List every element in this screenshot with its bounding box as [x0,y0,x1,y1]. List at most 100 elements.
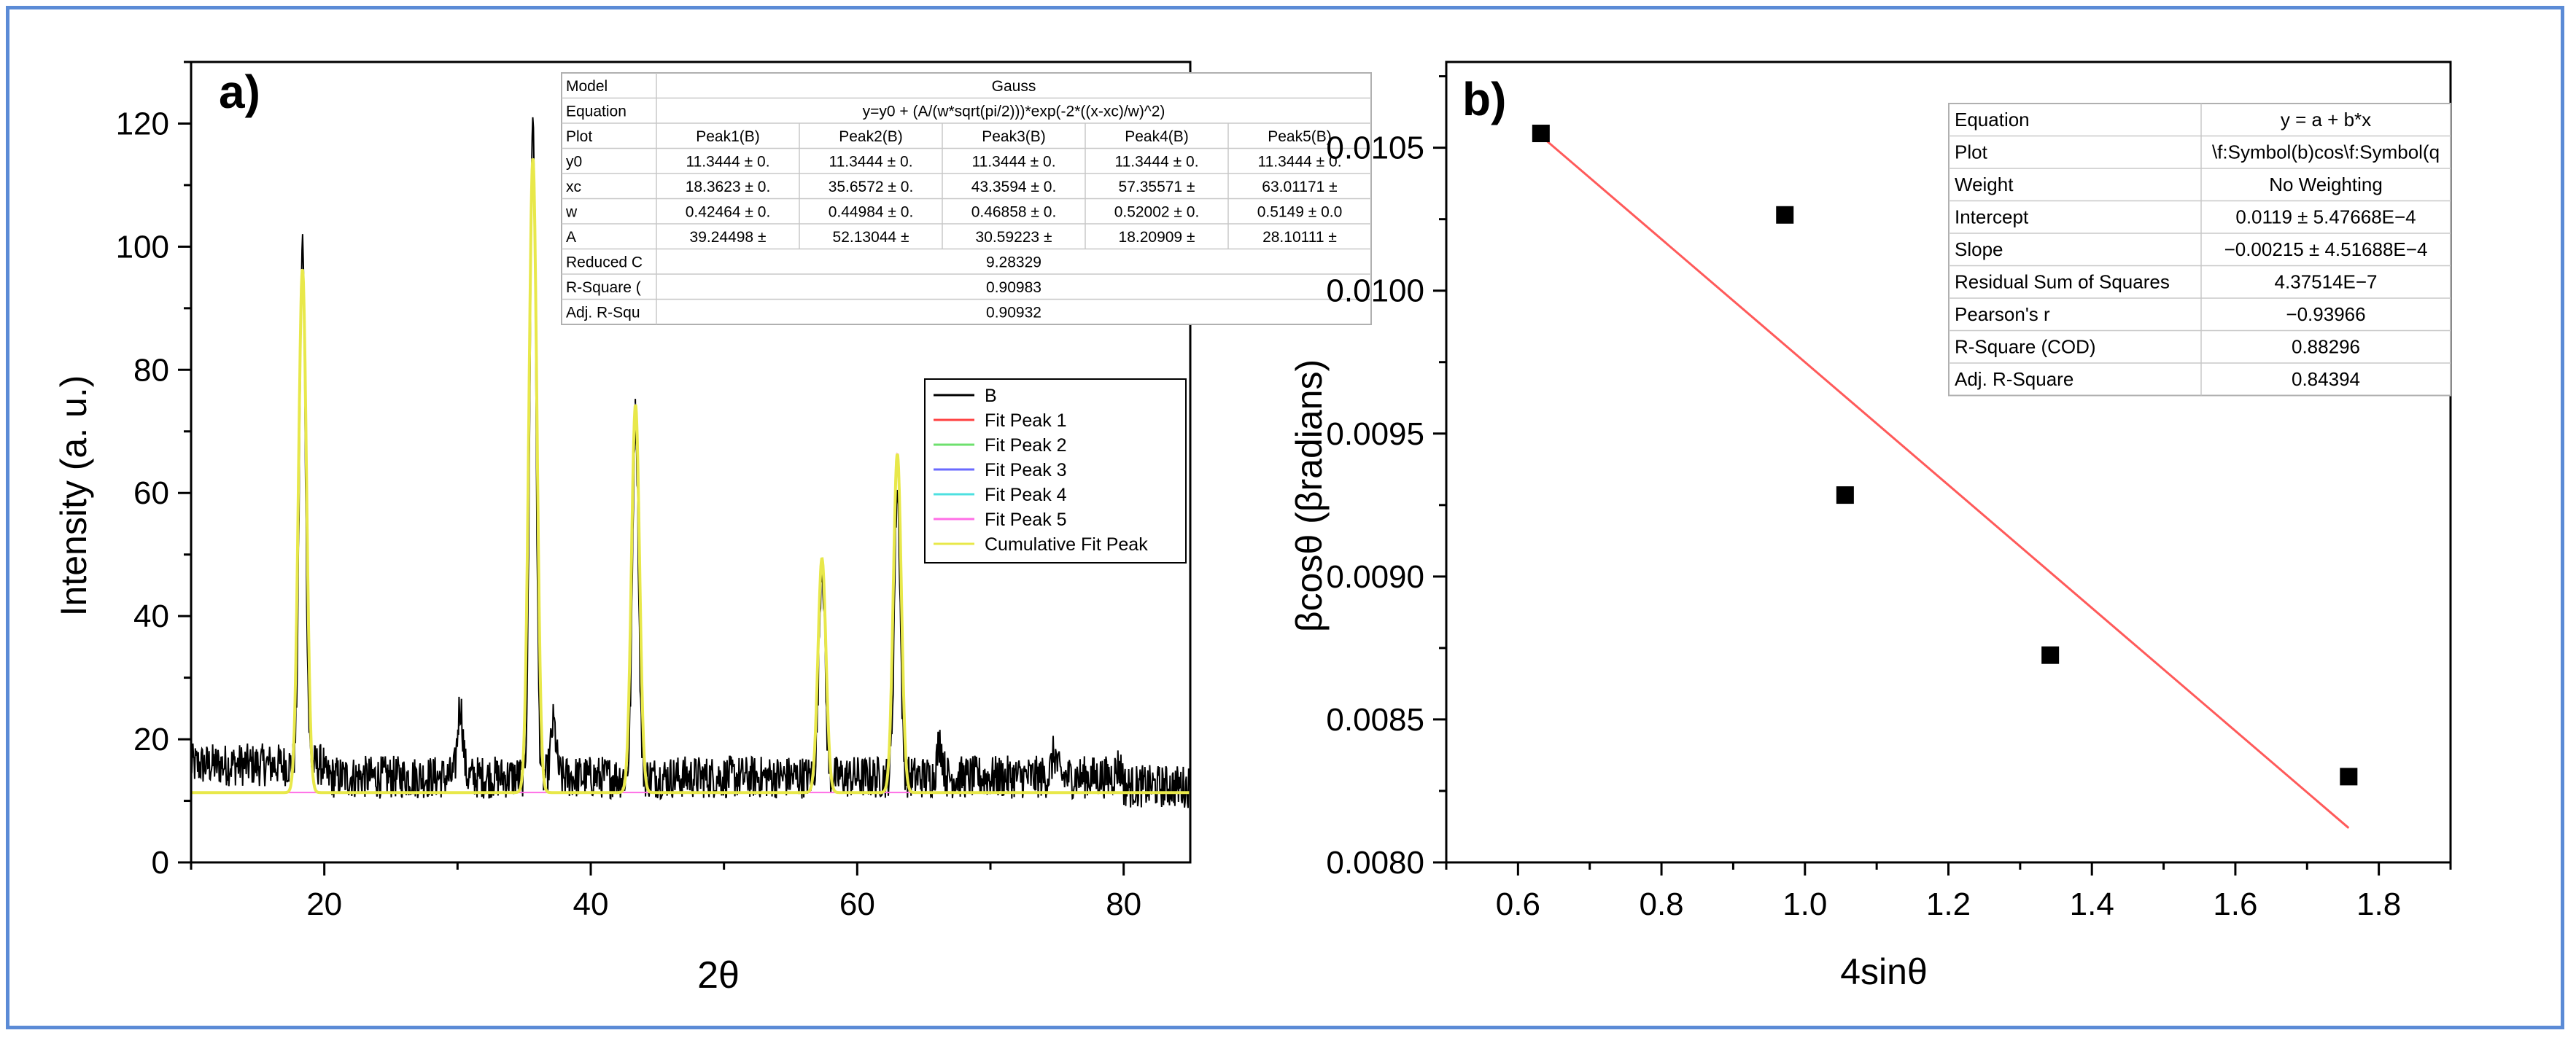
fit-table-cell: −0.00215 ± 4.51688E−4 [2224,238,2428,260]
panel-b-plot-area [1532,125,2358,829]
fit-table-cell: 0.52002 ± 0. [1114,204,1200,221]
x-tick-label: 60 [839,886,875,922]
fit-table-cell: Intercept [1955,206,2029,228]
data-point [1776,206,1794,224]
data-point [2041,646,2060,664]
panel-a-y-axis-label: Intensity (a. u.) [53,375,94,617]
y-tick-label: 0.0085 [1326,702,1424,738]
panel-b-y-axis-label: βcosθ (βradians) [1289,359,1330,632]
fit-table-cell: Adj. R-Squ [566,305,640,321]
panel-a-label: a) [219,66,260,118]
legend-label: Cumulative Fit Peak [985,534,1148,555]
fit-table-cell: 18.20909 ± [1119,229,1195,246]
y-tick-label: 20 [133,722,169,757]
fit-table-cell: 9.28329 [986,254,1041,271]
fit-table-cell: 18.3623 ± 0. [686,179,771,195]
y-tick-label: 80 [133,352,169,388]
fit-peak-1-line [269,269,336,794]
panel-b-x-axis-label: 4sinθ [1840,951,1928,992]
x-tick-label: 1.6 [2213,886,2257,922]
y-tick-label: 120 [116,106,169,141]
fit-table-cell: 11.3444 ± 0. [829,154,912,171]
data-point [2340,768,2358,786]
fit-table-cell: 0.5149 ± 0.0 [1257,204,1343,221]
x-tick-label: 1.2 [1926,886,1971,922]
fit-table-cell: 0.84394 [2292,368,2360,390]
data-point [1836,486,1854,504]
fit-table-cell: 0.44984 ± 0. [829,204,914,221]
fit-table-cell: R-Square ( [566,279,641,296]
legend-label: Fit Peak 3 [985,460,1067,480]
linear-fit-line [1540,135,2350,829]
fit-table-cell: Model [566,78,608,95]
y-tick-label: 0.0100 [1326,273,1424,309]
fit-table-cell: Peak2(B) [839,128,903,145]
fit-table-cell: Equation [1955,109,2030,130]
fit-table-cell: Peak1(B) [696,128,760,145]
fit-peak-4-line [788,557,856,794]
fit-table-cell: Plot [566,128,592,145]
fit-table-cell: 28.10111 ± [1262,229,1337,246]
panel-a-x-axis-label: 2θ [697,954,740,997]
fit-table-cell: Slope [1955,238,2003,260]
fit-table-cell: Adj. R-Square [1955,368,2073,390]
panel-a-plot-area [190,117,1191,808]
y-tick-label: 0.0080 [1326,845,1424,881]
x-tick-label: 1.8 [2356,886,2401,922]
fit-table-cell: 0.0119 ± 5.47668E−4 [2235,206,2416,228]
y-tick-label: 0 [152,845,169,881]
fit-table-cell: xc [566,179,581,195]
series-b-line [190,117,1191,808]
fit-table-cell: 63.01171 ± [1262,179,1337,195]
panel-a-legend: B Fit Peak 1 Fit Peak 2 Fit Peak 3 Fit Peak … [924,378,1187,564]
fit-table-cell: −0.93966 [2286,303,2365,325]
fit-table-cell: 4.37514E−7 [2275,271,2378,293]
fit-table-cell: A [566,229,576,246]
panel-b-axes: 0.6 0.8 1.0 1.2 1.4 1.6 1.8 0.0080 0.0085 0.0090 0… [1326,61,2452,922]
legend-label: B [985,386,997,406]
fit-table-cell: Pearson's r [1955,303,2050,325]
fit-table-cell: y = a + b*x [2281,109,2371,130]
fit-table-cell: Peak4(B) [1125,128,1189,145]
legend-label: Fit Peak 1 [985,410,1067,431]
fit-table-cell: 57.35571 ± [1119,179,1195,195]
fit-table-cell: w [565,204,578,221]
fit-table-cell: 43.3594 ± 0. [971,179,1057,195]
x-tick-label: 0.6 [1496,886,1540,922]
fit-table-cell: 11.3444 ± 0. [971,154,1055,171]
panel-a-axes-frame [190,61,1192,864]
fit-table-cell: Residual Sum of Squares [1955,271,2170,293]
legend-label: Fit Peak 2 [985,435,1067,456]
fit-table-cell: 11.3444 ± 0. [686,154,769,171]
fit-table-cell: R-Square (COD) [1955,336,2096,358]
figure-frame [6,6,2564,1029]
x-tick-label: 1.4 [2070,886,2114,922]
y-tick-label: 0.0090 [1326,559,1424,595]
data-point [1532,125,1550,143]
panel-b-label: b) [1462,73,1506,125]
x-tick-label: 20 [306,886,342,922]
panel-a-fit-table: Model Gauss Equation y=y0 + (A/(w*sqrt(pi/2… [561,72,1372,325]
fit-table-cell: Gauss [992,78,1036,95]
panel-b: b) 0.6 0.8 1.0 1.2 1.4 1.6 1.8 0.0080 0.0085 0.00… [1289,61,2452,992]
fit-table-cell: y0 [566,154,582,171]
fit-table-cell: Peak5(B) [1268,128,1332,145]
legend-box [924,378,1187,564]
fit-peak-2-line [500,158,566,794]
x-tick-label: 1.0 [1782,886,1827,922]
fit-table-cell: 39.24498 ± [690,229,767,246]
fit-table-cell: 35.6572 ± 0. [829,179,914,195]
fit-table-cell: 0.46858 ± 0. [971,204,1057,221]
legend-label: Fit Peak 4 [985,485,1067,505]
panel-b-fit-table: Equation y = a + b*x Plot \f:Symbol(b)cos\f… [1948,103,2451,397]
fit-table-background [1948,103,2451,397]
panel-a-axes: 20 40 60 80 0 20 40 60 80 100 120 [116,61,1192,922]
panel-a: a) 20 40 60 80 0 20 40 60 80 100 120 2θ Intensity … [53,61,1372,997]
y-tick-label: 60 [133,475,169,511]
fit-table-cell: 52.13044 ± [833,229,909,246]
fit-table-cell: 11.3444 ± 0. [1114,154,1198,171]
fit-table-cell: \f:Symbol(b)cos\f:Symbol(q [2212,141,2440,163]
x-tick-label: 80 [1106,886,1141,922]
x-tick-label: 40 [573,886,609,922]
